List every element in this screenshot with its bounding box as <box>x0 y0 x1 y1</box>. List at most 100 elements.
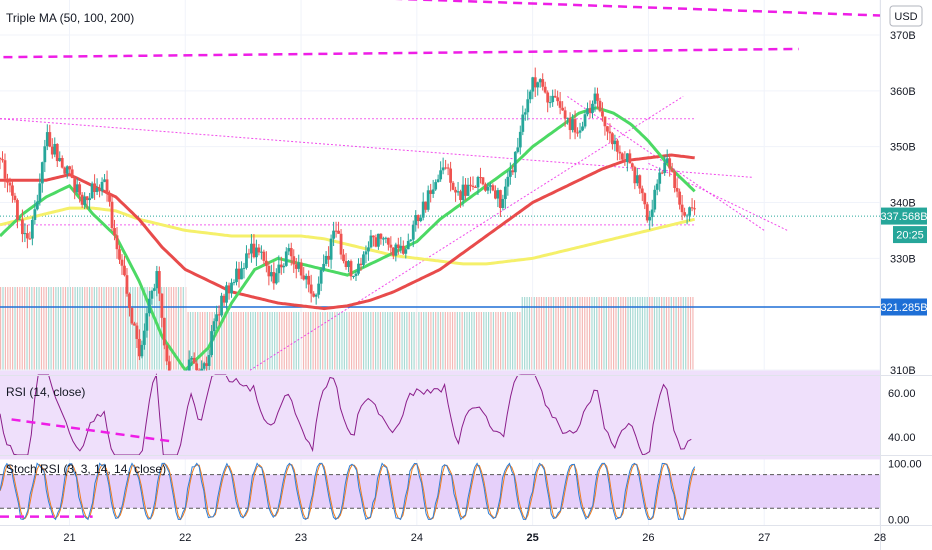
candle-bear <box>491 185 495 191</box>
volume-bar <box>269 312 271 375</box>
volume-bar <box>88 287 91 375</box>
candle-bull <box>103 179 106 182</box>
volume-bar <box>651 297 653 375</box>
volume-bar <box>108 287 110 375</box>
volume-bar <box>213 312 216 375</box>
volume-bar <box>490 312 492 375</box>
candle-bear <box>138 338 141 357</box>
volume-bar <box>218 312 220 375</box>
price-tick-350: 350B <box>890 142 916 154</box>
candle-bear <box>633 167 637 184</box>
candle-bear <box>257 247 261 253</box>
stoch-rsi-label[interactable]: Stoch RSI (3, 3, 14, 14, close) <box>6 462 166 476</box>
candle-bear <box>289 248 293 257</box>
candle-bull <box>242 267 246 269</box>
candle-bull <box>65 166 69 174</box>
volume-bar <box>435 312 437 375</box>
candle-bear <box>459 191 462 201</box>
volume-bar <box>276 312 278 375</box>
rsi-label[interactable]: RSI (14, close) <box>6 385 85 399</box>
candle-bear <box>105 179 109 195</box>
candlesticks[interactable] <box>0 67 696 423</box>
candle-bear <box>123 265 126 276</box>
candle-bull <box>581 126 584 131</box>
volume-bar <box>221 312 223 375</box>
candle-bull <box>648 217 652 221</box>
volume-bar <box>105 287 107 375</box>
candle-bull <box>232 282 236 284</box>
volume-bar <box>117 287 119 375</box>
candle-bull <box>566 117 569 119</box>
candle-bear <box>165 345 169 362</box>
candle-bull <box>53 143 57 155</box>
volume-bar <box>72 287 74 375</box>
volume-bar <box>67 287 69 375</box>
time-label-21: 21 <box>63 532 75 544</box>
candle-bear <box>643 193 647 205</box>
stoch-rsi-pane[interactable] <box>0 462 880 521</box>
volume-bar <box>574 297 576 375</box>
volume-bar <box>639 297 641 375</box>
volume-bar <box>48 287 50 375</box>
candle-bull <box>90 183 94 199</box>
volume-bar <box>156 287 158 375</box>
candle-bear <box>680 204 684 213</box>
indicator-label[interactable]: Triple MA (50, 100, 200) <box>6 11 134 25</box>
volume-bar <box>598 297 600 375</box>
candle-bear <box>668 158 672 169</box>
candle-bear <box>556 97 560 102</box>
candle-bear <box>294 264 298 269</box>
volume-bar <box>540 297 543 375</box>
rsi-trendline <box>11 418 174 443</box>
volume-bar <box>538 297 540 375</box>
volume-bar <box>406 312 408 375</box>
candle-bull <box>476 177 480 188</box>
candle-bear <box>299 262 303 276</box>
candle-bull <box>456 191 460 193</box>
volume-bar <box>375 312 377 375</box>
volume-bar <box>91 287 93 375</box>
volume-bar <box>247 312 249 375</box>
candle-bear <box>292 256 296 265</box>
candle-bear <box>8 182 12 186</box>
volume-bar <box>461 312 463 375</box>
volume-bar <box>468 312 470 375</box>
currency-button[interactable]: USD <box>889 5 923 27</box>
volume-bar <box>331 312 333 375</box>
volume-bar <box>399 312 401 375</box>
candle-bull <box>501 199 505 208</box>
candle-bull <box>152 288 156 291</box>
candle-bull <box>255 247 258 258</box>
volume-bar <box>418 312 420 375</box>
candle-bull <box>381 238 385 240</box>
volume-bar <box>194 312 196 375</box>
volume-bar <box>600 297 603 375</box>
candle-bear <box>21 219 24 235</box>
rsi-tick-60: 60.00 <box>888 388 916 400</box>
volume-bar <box>187 312 189 375</box>
volume-bar <box>562 297 564 375</box>
volume-bar <box>170 287 172 375</box>
candle-bear <box>128 293 131 309</box>
candle-bull <box>33 209 37 220</box>
price-tick-330: 330B <box>890 253 916 265</box>
candle-bull <box>282 265 286 268</box>
candle-bear <box>110 201 114 229</box>
volume-bar <box>223 312 225 375</box>
candle-bear <box>576 132 579 134</box>
candle-bear <box>449 168 452 183</box>
candle-bear <box>638 175 642 189</box>
rsi-pane[interactable] <box>0 370 880 460</box>
volume-bar <box>153 287 156 375</box>
volume-bar <box>475 312 478 375</box>
volume-bar <box>9 287 11 375</box>
volume-bar <box>680 297 682 375</box>
volume-bar <box>627 297 629 375</box>
volume-bar <box>387 312 389 375</box>
volume-bar <box>524 297 526 375</box>
volume-bar <box>531 297 533 375</box>
volume-bar <box>396 312 398 375</box>
volume-bar <box>33 287 35 375</box>
candle-bull <box>625 153 629 163</box>
